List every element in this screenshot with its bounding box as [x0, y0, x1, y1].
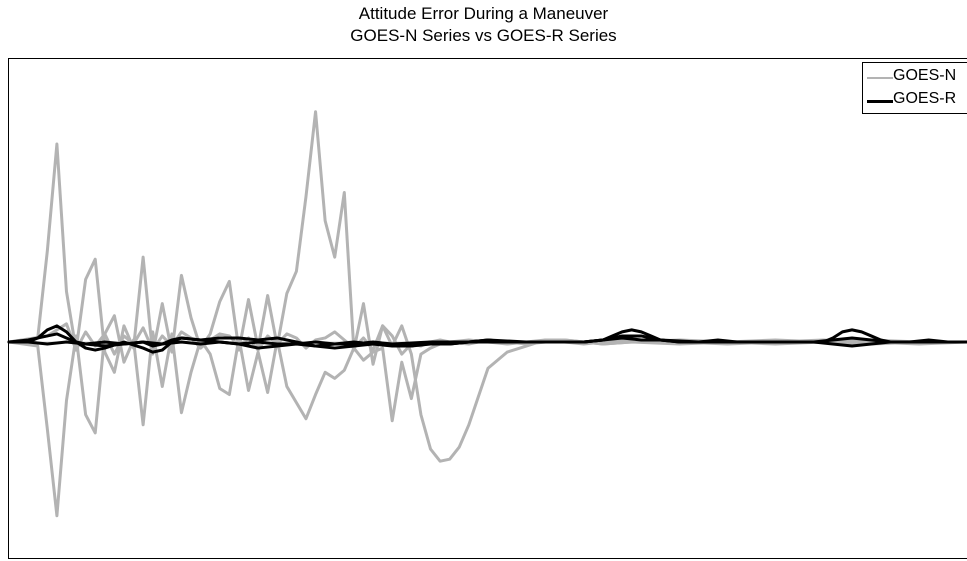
legend-swatch-goes-r [867, 100, 893, 103]
legend: GOES-N GOES-R [862, 62, 967, 114]
chart-title: Attitude Error During a Maneuver [358, 4, 609, 23]
legend-swatch-goes-n [867, 77, 893, 79]
legend-item-goes-r: GOES-R [863, 88, 967, 112]
plot-area [8, 58, 967, 559]
legend-label-goes-r: GOES-R [893, 90, 957, 107]
chart-title-block: Attitude Error During a Maneuver GOES-N … [0, 3, 967, 47]
legend-label-goes-n: GOES-N [893, 67, 957, 84]
chart-subtitle: GOES-N Series vs GOES-R Series [350, 26, 617, 45]
legend-item-goes-n: GOES-N [863, 65, 967, 89]
